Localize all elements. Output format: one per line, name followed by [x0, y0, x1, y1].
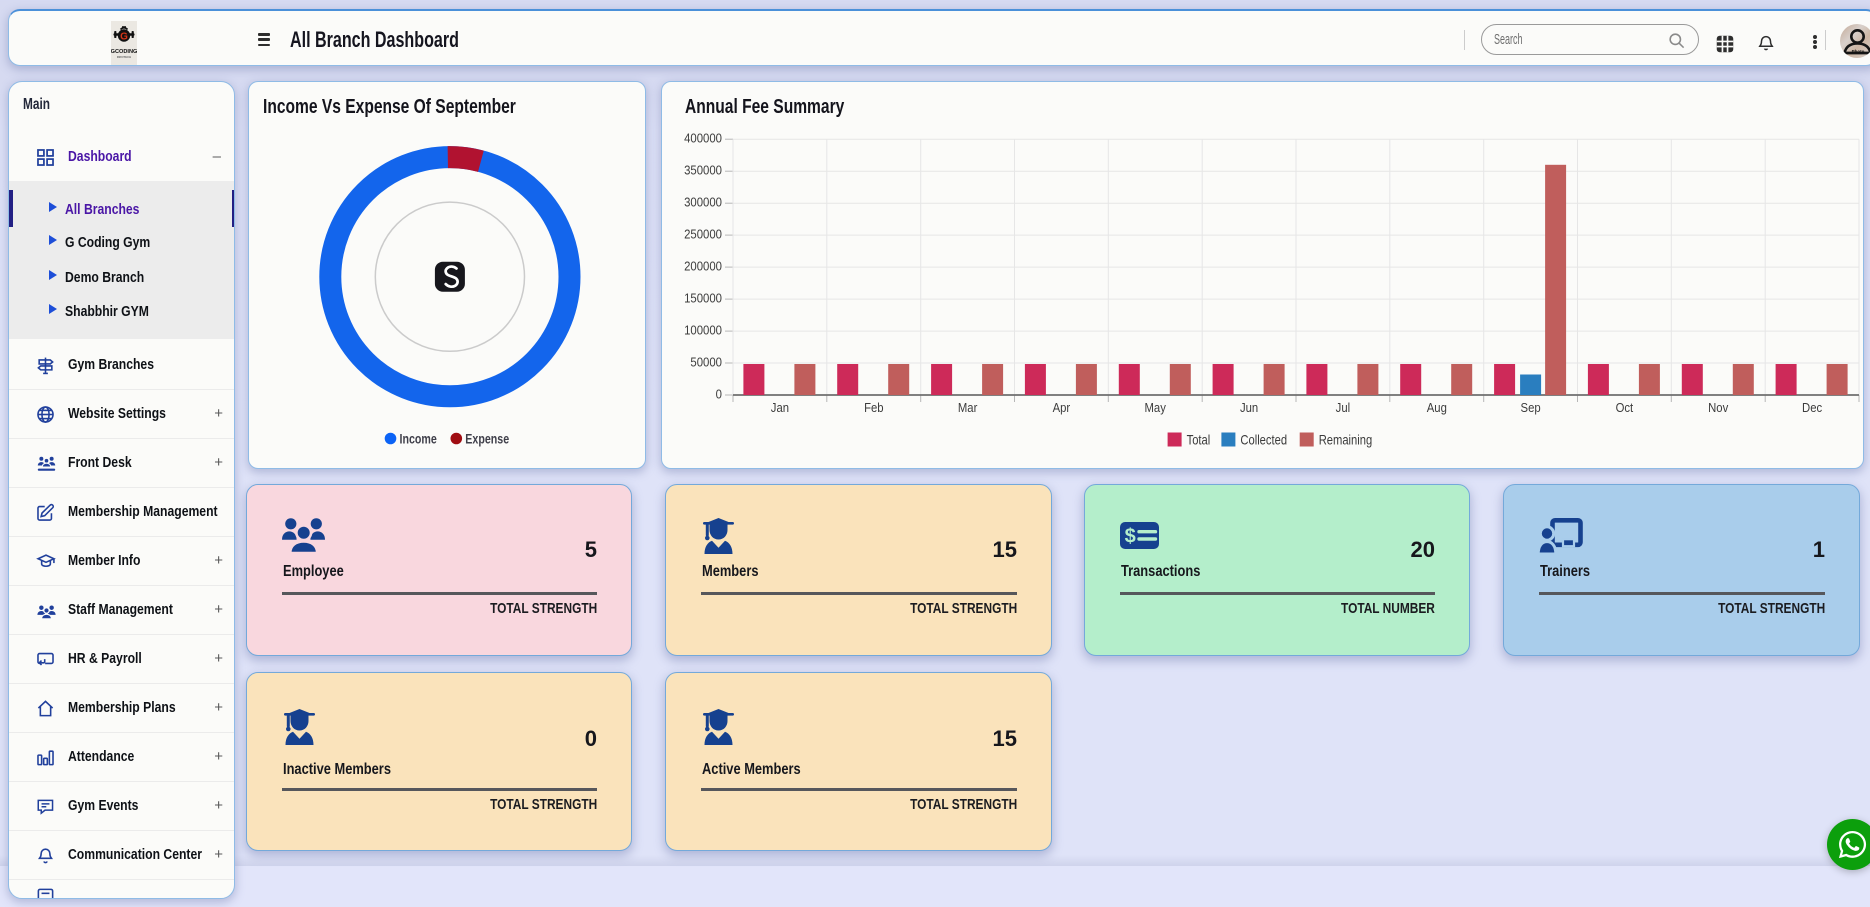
- svg-text:150000: 150000: [684, 291, 722, 306]
- svg-text:INFOTECH: INFOTECH: [117, 55, 131, 59]
- svg-text:250000: 250000: [684, 227, 722, 242]
- svg-text:50000: 50000: [690, 355, 722, 370]
- svg-text:Nov: Nov: [1708, 400, 1729, 415]
- svg-text:GCODING: GCODING: [111, 49, 137, 55]
- svg-text:Jan: Jan: [771, 400, 789, 415]
- svg-text:$: $: [1125, 526, 1136, 548]
- svg-text:Aug: Aug: [1427, 400, 1447, 415]
- svg-text:0: 0: [716, 387, 723, 402]
- svg-text:Apr: Apr: [1053, 400, 1071, 415]
- svg-text:350000: 350000: [684, 163, 722, 178]
- svg-text:May: May: [1145, 400, 1167, 415]
- svg-text:300000: 300000: [684, 195, 722, 210]
- svg-text:Dec: Dec: [1802, 400, 1822, 415]
- svg-text:400000: 400000: [684, 131, 722, 146]
- svg-text:Income: Income: [400, 431, 438, 447]
- svg-text:Total: Total: [1187, 433, 1211, 448]
- svg-text:Mar: Mar: [958, 400, 977, 415]
- svg-text:G: G: [120, 31, 128, 42]
- svg-text:200000: 200000: [684, 259, 722, 274]
- svg-text:Remaining: Remaining: [1319, 433, 1373, 448]
- svg-text:Sep: Sep: [1521, 400, 1541, 415]
- svg-text:Jul: Jul: [1336, 400, 1350, 415]
- svg-text:Oct: Oct: [1616, 400, 1634, 415]
- svg-text:100000: 100000: [684, 323, 722, 338]
- svg-text:Jun: Jun: [1240, 400, 1258, 415]
- svg-text:Expense: Expense: [465, 431, 509, 447]
- svg-text:Feb: Feb: [864, 400, 884, 415]
- svg-text:Collected: Collected: [1240, 433, 1287, 448]
